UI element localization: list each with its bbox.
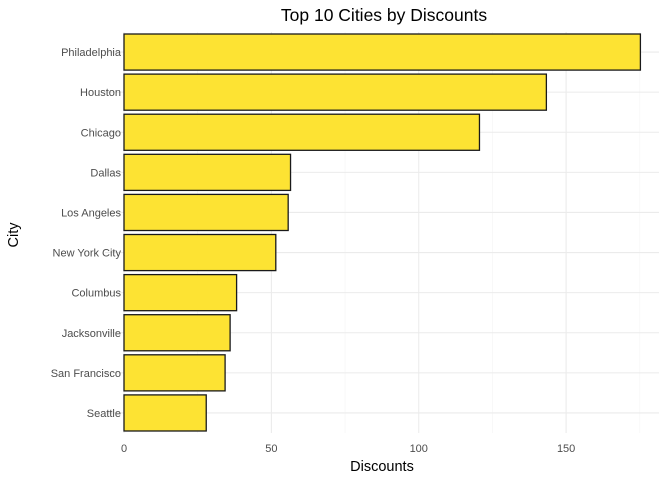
y-tick-label: Chicago bbox=[81, 127, 121, 139]
bar-chicago bbox=[123, 113, 481, 151]
bar-columbus bbox=[123, 273, 238, 312]
bar-los-angeles bbox=[123, 193, 289, 232]
y-tick-label: Jacksonville bbox=[62, 328, 121, 340]
x-axis-title: Discounts bbox=[350, 459, 414, 475]
y-tick-label: Seattle bbox=[87, 408, 121, 420]
x-tick-label: 0 bbox=[121, 443, 127, 455]
y-tick-label: New York City bbox=[53, 248, 122, 260]
bar-seattle bbox=[123, 394, 207, 432]
y-tick-label: Columbus bbox=[71, 288, 121, 300]
x-tick-label: 50 bbox=[265, 443, 277, 455]
y-tick-label: Dallas bbox=[90, 167, 121, 179]
y-tick-label: Los Angeles bbox=[61, 207, 121, 219]
y-tick-label: Houston bbox=[80, 87, 121, 99]
x-tick-label: 100 bbox=[410, 443, 428, 455]
bar-san-francisco bbox=[123, 354, 226, 392]
y-axis-title: City bbox=[6, 222, 22, 248]
y-tick-label: San Francisco bbox=[51, 368, 121, 380]
bar-jacksonville bbox=[123, 314, 231, 352]
x-tick-labels: 0 50 100 150 bbox=[121, 443, 575, 455]
y-tick-label: Philadelphia bbox=[61, 47, 122, 59]
bars bbox=[123, 33, 642, 432]
bar-dallas bbox=[123, 153, 292, 192]
bar-new-york-city bbox=[123, 233, 277, 272]
y-tick-labels: Philadelphia Houston Chicago Dallas Los Ange… bbox=[51, 47, 122, 420]
bar-philadelphia bbox=[123, 33, 642, 71]
x-tick-label: 150 bbox=[557, 443, 575, 455]
bar-houston bbox=[123, 73, 548, 111]
chart-title: Top 10 Cities by Discounts bbox=[281, 5, 487, 25]
